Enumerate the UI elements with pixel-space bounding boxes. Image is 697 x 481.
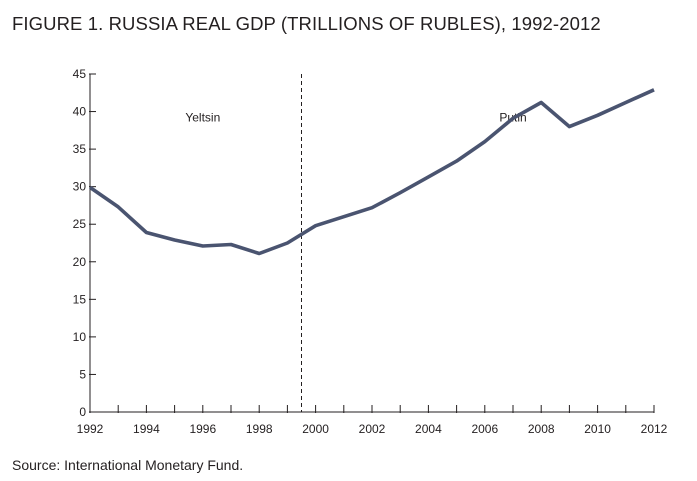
y-tick-label: 15 — [73, 292, 87, 306]
x-tick-label: 1992 — [77, 422, 104, 436]
x-tick-label: 1996 — [189, 422, 216, 436]
figure-title: FIGURE 1. RUSSIA REAL GDP (TRILLIONS OF … — [12, 13, 601, 34]
y-tick-label: 30 — [73, 180, 87, 194]
x-tick-label: 2000 — [302, 422, 329, 436]
x-tick-label: 2004 — [415, 422, 442, 436]
gdp-series-line — [88, 88, 655, 256]
x-tick-label: 2010 — [584, 422, 611, 436]
y-tick-label: 45 — [73, 67, 87, 81]
y-tick-label: 20 — [73, 255, 87, 269]
y-tick-label: 35 — [73, 142, 87, 156]
source-note: Source: International Monetary Fund. — [12, 457, 244, 473]
chart-marks: Yeltsin Putin — [88, 74, 655, 412]
x-tick-label: 2012 — [641, 422, 668, 436]
x-tick-label: 2008 — [528, 422, 555, 436]
y-tick-label: 10 — [73, 330, 87, 344]
x-tick-label: 2006 — [471, 422, 498, 436]
y-tick-label: 0 — [79, 405, 86, 419]
x-tick-label: 2002 — [359, 422, 386, 436]
era-label-yeltsin: Yeltsin — [185, 110, 220, 124]
x-tick-label: 1998 — [246, 422, 273, 436]
y-tick-label: 5 — [79, 367, 86, 381]
y-tick-label: 25 — [73, 217, 87, 231]
x-tick-label: 1994 — [133, 422, 160, 436]
y-tick-label: 40 — [73, 105, 87, 119]
chart-axes: 0 5 10 15 20 25 30 35 40 45 1992 1994 1996 1998 2000 20… — [73, 67, 668, 436]
